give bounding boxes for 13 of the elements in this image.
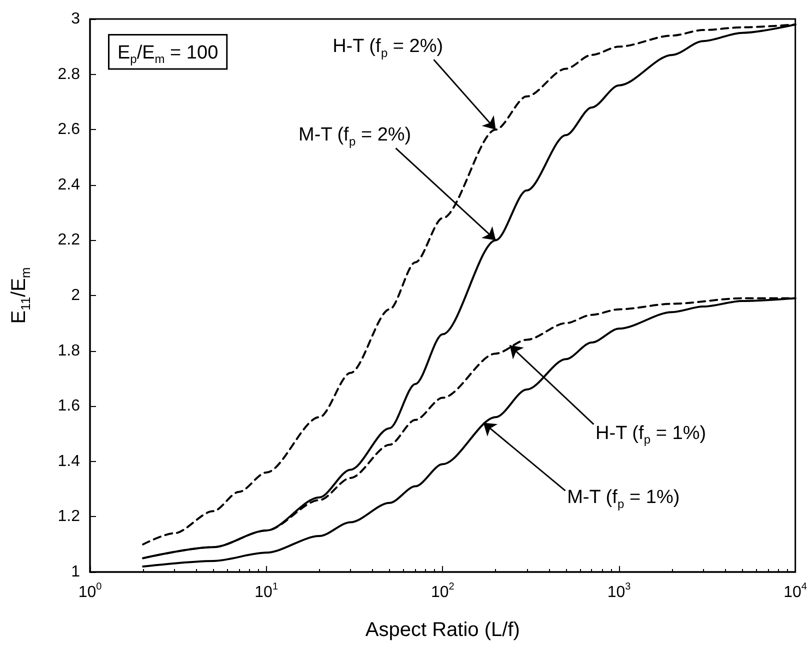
y-tick-label: 1.4 [58, 452, 80, 470]
y-tick-label: 2.2 [58, 232, 80, 249]
y-tick-label: 2 [71, 287, 80, 304]
y-tick-label: 1.6 [58, 398, 80, 415]
y-tick-label: 1 [71, 564, 80, 580]
x-axis-title: Aspect Ratio (L/f) [365, 619, 520, 641]
y-tick-label: 2.8 [58, 66, 80, 83]
y-tick-label: 2.4 [58, 176, 80, 194]
y-tick-label: 1.2 [58, 508, 80, 526]
y-tick-label: 1.8 [58, 342, 80, 360]
y-axis-title: E11/Em [8, 267, 33, 324]
y-tick-label: 2.6 [58, 121, 80, 138]
y-tick-label: 3 [71, 10, 80, 28]
